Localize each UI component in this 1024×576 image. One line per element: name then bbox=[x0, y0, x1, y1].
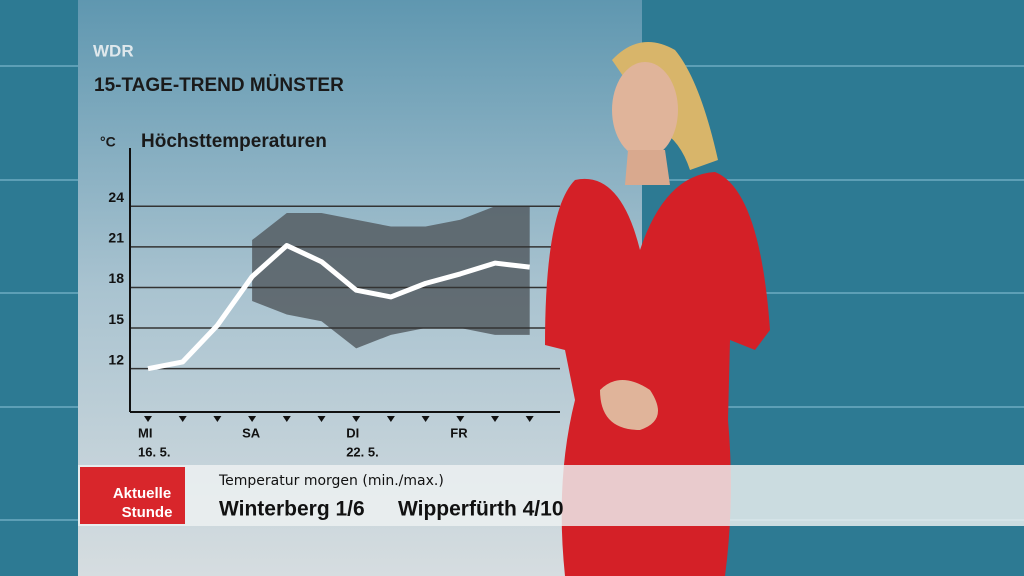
ticker-item: Winterberg 1/6 bbox=[219, 498, 365, 521]
x-tick bbox=[491, 416, 499, 422]
y-tick-label: 12 bbox=[108, 351, 124, 367]
ticker-logo bbox=[80, 467, 185, 524]
y-tick-label: 21 bbox=[108, 230, 124, 246]
x-tick-date: 22. 5. bbox=[346, 444, 379, 459]
temperature-line bbox=[147, 242, 530, 372]
plot: 12 15 18 21 24 MI 16. 5. SA DI 22. 5. FR bbox=[108, 148, 560, 459]
x-tick bbox=[213, 416, 222, 422]
x-tick bbox=[386, 416, 395, 422]
y-unit: °C bbox=[100, 134, 116, 150]
ticker: Aktuelle Stunde Temperatur morgen (min./… bbox=[78, 465, 1024, 526]
x-tick bbox=[144, 416, 152, 422]
spread-band bbox=[252, 206, 530, 349]
x-tick bbox=[525, 416, 534, 422]
x-tick bbox=[456, 416, 465, 422]
y-tick-label: 15 bbox=[108, 311, 124, 327]
chart-title: 15-TAGE-TREND MÜNSTER bbox=[94, 75, 344, 96]
y-axis-title: Höchsttemperaturen bbox=[141, 131, 327, 152]
x-tick bbox=[352, 416, 361, 422]
brand: WDR bbox=[93, 41, 134, 60]
ticker-heading: Temperatur morgen (min./max.) bbox=[218, 473, 444, 489]
x-tick bbox=[317, 416, 326, 422]
x-tick-label: DI bbox=[346, 425, 359, 440]
x-tick bbox=[248, 416, 257, 422]
x-tick-label: SA bbox=[242, 425, 261, 440]
ticker-item: Wipperfürth 4/10 bbox=[398, 498, 564, 521]
x-tick bbox=[178, 416, 187, 422]
ticker-bar bbox=[78, 465, 1024, 526]
x-tick bbox=[421, 416, 430, 422]
y-tick-label: 18 bbox=[108, 270, 124, 286]
x-tick-label: MI bbox=[138, 425, 152, 440]
y-tick-label: 24 bbox=[108, 189, 124, 205]
x-tick-date: 16. 5. bbox=[138, 444, 171, 459]
x-tick bbox=[282, 416, 291, 422]
logo-line: Stunde bbox=[122, 504, 173, 521]
logo-line: Aktuelle bbox=[113, 485, 171, 502]
x-tick-label: FR bbox=[450, 425, 468, 440]
